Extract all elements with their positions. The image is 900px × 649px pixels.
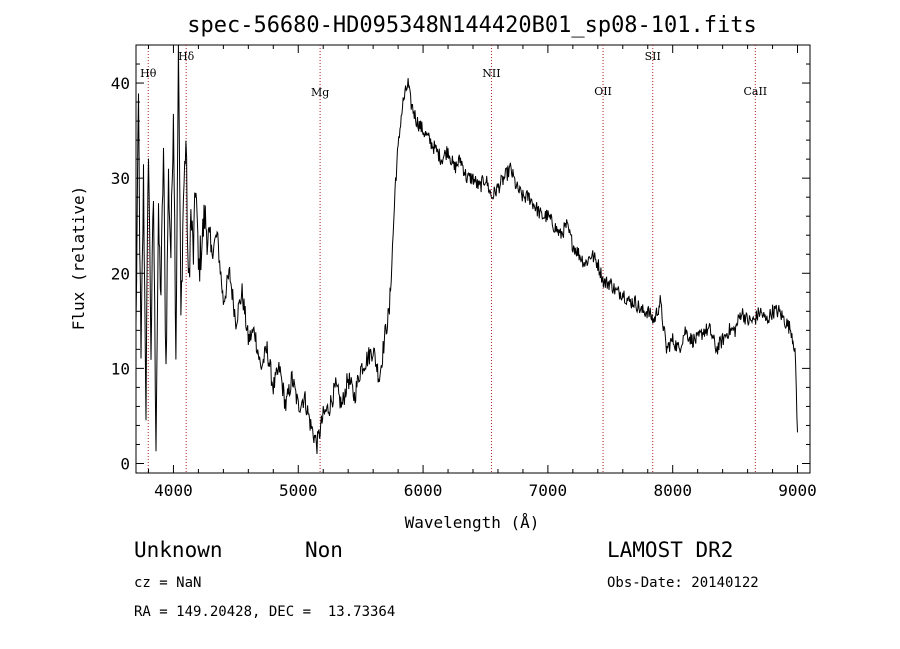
spectrum-series-line (135, 44, 798, 455)
y-tick-label: 0 (120, 454, 130, 473)
y-tick-label: 20 (111, 264, 130, 283)
x-tick-label: 5000 (279, 481, 318, 500)
coordinates: RA = 149.20428, DEC = 13.73364 (134, 604, 396, 620)
y-tick-label: 10 (111, 359, 130, 378)
spectral-line-label: Hθ (140, 67, 157, 80)
obs-date: Obs-Date: 20140122 (607, 575, 759, 591)
x-tick-label: 4000 (154, 481, 193, 500)
x-tick-label: 6000 (404, 481, 443, 500)
spectral-line-label: Hδ (178, 50, 195, 63)
spectral-line-label: OII (594, 85, 612, 98)
spectral-line-label: NII (482, 67, 500, 80)
spectral-line-label: SII (645, 50, 661, 63)
object-subclass: Non (305, 538, 343, 562)
x-axis-label: Wavelength (Å) (405, 513, 540, 532)
spectral-line-label: Mg (311, 86, 329, 99)
chart-title: spec-56680-HD095348N144420B01_sp08-101.f… (187, 13, 757, 38)
plot-area: Hθ Hδ Mg NII OII SII CaII 4000 5000 6000 7000 8000 9… (111, 44, 817, 500)
plot-frame (135, 44, 811, 474)
spectral-line-label: CaII (743, 85, 767, 98)
y-tick-label: 40 (111, 74, 130, 93)
x-tick-label: 8000 (653, 481, 692, 500)
redshift-cz: cz = NaN (134, 575, 202, 591)
survey-label: LAMOST DR2 (607, 538, 734, 562)
y-tick-label: 30 (111, 169, 130, 188)
y-axis-label: Flux (relative) (69, 186, 88, 331)
x-tick-label: 9000 (778, 481, 817, 500)
object-class: Unknown (134, 538, 223, 562)
x-tick-label: 7000 (529, 481, 568, 500)
